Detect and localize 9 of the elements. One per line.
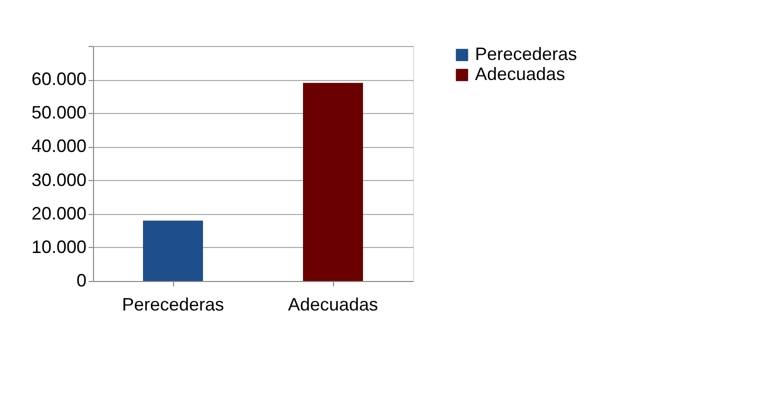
y-tick-label: 20.000 bbox=[31, 203, 86, 224]
legend-label: Perecederas bbox=[475, 44, 578, 64]
y-tick-label: 30.000 bbox=[31, 170, 86, 190]
y-tick-label: 40.000 bbox=[31, 136, 86, 156]
y-tick-label: 60.000 bbox=[31, 69, 86, 90]
y-tick-label: 10.000 bbox=[31, 236, 86, 257]
legend-label: Adecuadas bbox=[475, 64, 566, 84]
y-tick-label: 0 bbox=[76, 270, 86, 290]
y-tick-label: 50.000 bbox=[31, 102, 86, 123]
